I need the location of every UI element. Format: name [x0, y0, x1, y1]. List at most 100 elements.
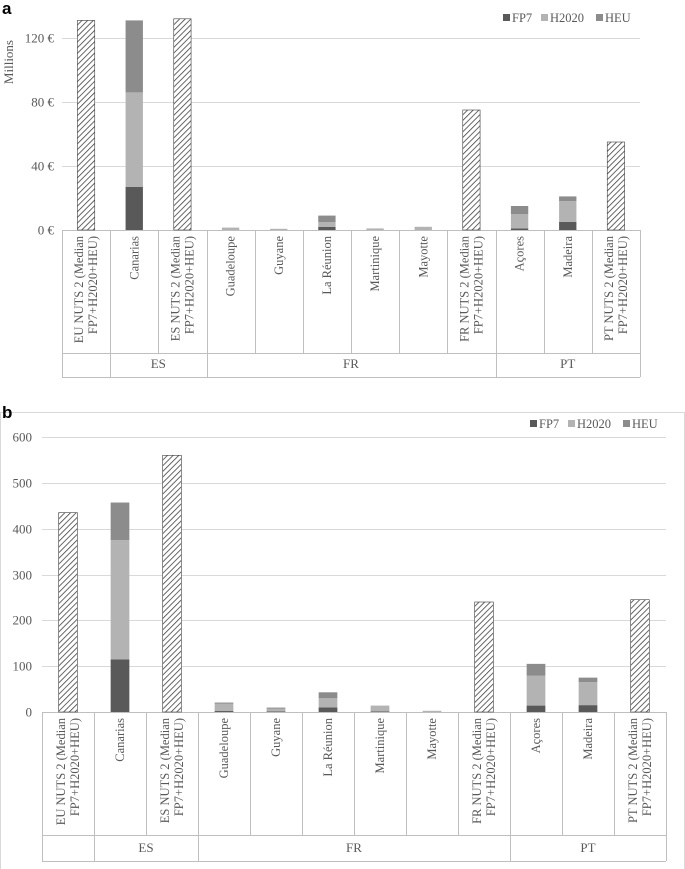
bar-h2020 — [214, 703, 234, 712]
chart-panel-a: a Millions 0 € 40 € 80 € 120 € ES FR PT EU NUTS 2… — [1, 0, 641, 378]
category-label: EU NUTS 2 (MedianFP7+H2020+HEU) — [54, 717, 82, 825]
category-label-line: FP7+H2020+HEU) — [172, 718, 186, 816]
bar-heu — [214, 702, 234, 704]
bar-h2020 — [370, 705, 390, 712]
bar-fp7 — [110, 659, 130, 712]
category-label-line: FP7+H2020+HEU) — [616, 236, 630, 334]
bar-median — [462, 109, 481, 231]
category-label-line: FP7+H2020+HEU) — [471, 236, 485, 334]
y-tick-label: 600 — [13, 430, 33, 445]
category-label-line: FP7+H2020+HEU) — [86, 236, 100, 334]
legend-label-fp7: FP7 — [539, 417, 559, 431]
category-label-line: FP7+H2020+HEU) — [182, 236, 196, 334]
y-tick-label: 0 — [26, 705, 33, 720]
bar-h2020 — [110, 540, 130, 660]
bar-heu — [266, 707, 286, 709]
bar-heu — [559, 196, 577, 202]
y-tick-label: 500 — [13, 476, 33, 491]
category-label-line: EU NUTS 2 (Median — [72, 235, 86, 343]
y-tick-label: 200 — [13, 613, 33, 628]
category-label: Mayotte — [425, 718, 439, 760]
bar-h2020 — [366, 228, 384, 230]
group-label-es: ES — [138, 840, 153, 855]
category-label: Madeira — [581, 718, 595, 760]
bar-fp7 — [125, 186, 143, 230]
bar-heu — [110, 502, 130, 541]
category-label-line: ES NUTS 2 (Median — [168, 235, 182, 341]
legend-swatch-heu — [623, 420, 630, 427]
bar-heu — [318, 215, 336, 222]
y-tick-label: 40 € — [31, 159, 54, 174]
bar-h2020 — [270, 228, 288, 230]
y-tick-label: 0 € — [38, 223, 55, 238]
category-label: Mayotte — [416, 236, 430, 278]
bar-h2020 — [266, 708, 286, 712]
y-tick-label: 100 — [13, 659, 33, 674]
category-label-line: PT NUTS 2 (Median — [602, 235, 616, 341]
bar-heu — [318, 692, 338, 699]
panel-letter-b: b — [2, 403, 12, 422]
legend-swatch-heu — [596, 14, 603, 21]
bar-heu — [526, 663, 546, 676]
legend-swatch-fp7 — [530, 420, 537, 427]
bar-median — [630, 599, 650, 713]
category-label: FR NUTS 2 (MedianFP7+H2020+HEU) — [470, 717, 498, 824]
bar-heu — [578, 677, 598, 683]
category-label-line: ES NUTS 2 (Median — [158, 717, 172, 823]
category-label: Açores — [529, 718, 543, 754]
legend-label-heu: HEU — [632, 417, 658, 431]
bar-median — [606, 141, 625, 231]
bar-median — [474, 601, 494, 713]
y-axis-label: Millions — [1, 40, 16, 84]
category-label-line: FP7+H2020+HEU) — [484, 718, 498, 816]
group-label-es: ES — [151, 356, 166, 371]
category-label: Madeira — [561, 236, 575, 278]
bar-h2020 — [414, 226, 432, 230]
legend-label-heu: HEU — [605, 11, 631, 25]
bar-h2020 — [526, 675, 546, 706]
group-label-pt: PT — [580, 840, 595, 855]
bar-h2020 — [510, 214, 529, 229]
category-label: FR NUTS 2 (MedianFP7+H2020+HEU) — [457, 235, 485, 342]
bar-fp7 — [578, 705, 598, 712]
category-label: Martinique — [368, 236, 382, 292]
legend-swatch-h2020 — [541, 14, 548, 21]
category-label: ES NUTS 2 (MedianFP7+H2020+HEU) — [158, 717, 186, 823]
category-label-line: FP7+H2020+HEU) — [640, 718, 654, 816]
category-label-line: FP7+H2020+HEU) — [68, 718, 82, 816]
bar-heu — [125, 20, 143, 93]
category-label: Açores — [513, 236, 527, 272]
bar-fp7 — [526, 705, 546, 712]
bar-h2020 — [422, 710, 442, 712]
bar-h2020 — [318, 222, 336, 227]
category-label-line: PT NUTS 2 (Median — [626, 717, 640, 823]
y-tick-label: 400 — [13, 522, 33, 537]
bar-fp7 — [559, 222, 577, 230]
bar-median — [58, 512, 78, 713]
category-label: Canarias — [127, 236, 141, 280]
legend-label-h2020: H2020 — [550, 11, 584, 25]
bar-h2020 — [125, 92, 143, 187]
bar-heu — [510, 206, 529, 214]
category-label: Martinique — [373, 718, 387, 774]
bar-median — [77, 20, 96, 231]
y-tick-label: 80 € — [31, 95, 54, 110]
y-tick-label: 300 — [13, 568, 33, 583]
y-tick-label: 120 € — [25, 31, 55, 46]
group-label-fr: FR — [343, 356, 359, 371]
bar-h2020 — [559, 201, 577, 222]
bar-fp7 — [214, 710, 234, 712]
category-label: Guyane — [269, 718, 283, 757]
category-label-line: FR NUTS 2 (Median — [470, 717, 484, 824]
category-label: Guadeloupe — [224, 236, 238, 297]
legend-swatch-fp7 — [503, 14, 510, 21]
category-label: PT NUTS 2 (MedianFP7+H2020+HEU) — [602, 235, 630, 341]
category-label-line: EU NUTS 2 (Median — [54, 717, 68, 825]
category-label: ES NUTS 2 (MedianFP7+H2020+HEU) — [168, 235, 196, 341]
bar-h2020 — [221, 227, 240, 230]
group-label-fr: FR — [346, 840, 362, 855]
category-label: Canarias — [113, 718, 127, 762]
bar-fp7 — [510, 228, 529, 230]
category-label: La Réunion — [321, 717, 335, 776]
